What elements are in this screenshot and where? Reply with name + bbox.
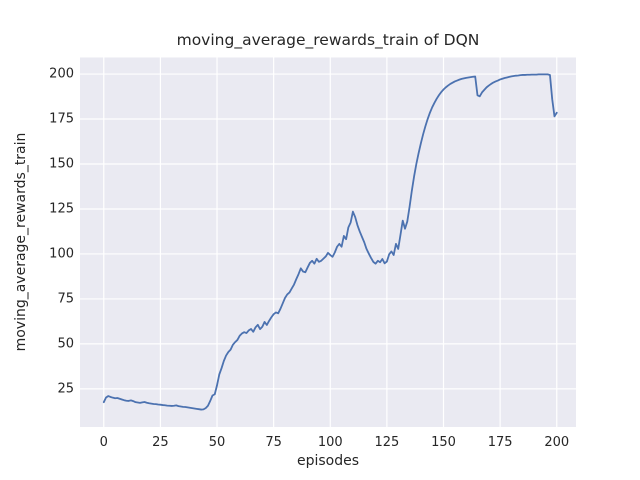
y-tick-label: 150 [49,156,74,172]
x-tick-label: 200 [544,435,570,450]
x-tick-label: 100 [317,435,343,450]
y-tick-label: 175 [49,111,74,127]
x-tick-label: 75 [265,435,282,450]
y-tick-label: 25 [57,381,74,397]
y-tick-label: 75 [57,291,74,307]
y-tick-label: 50 [57,336,74,352]
y-tick-label: 125 [49,201,74,217]
x-tick-label: 150 [431,435,456,450]
chart-title: moving_average_rewards_train of DQN [176,31,480,49]
y-tick-label: 100 [49,246,74,262]
x-tick-label: 125 [374,435,400,450]
dqn-reward-line-series [102,73,558,411]
x-tick-label: 0 [99,435,108,450]
x-tick-label: 50 [208,435,226,450]
x-axis-label: episodes [296,453,360,469]
x-tick-label: 25 [152,435,169,450]
y-axis-label: moving_average_rewards_train [13,132,29,352]
x-tick-label: 175 [487,435,513,450]
y-tick-label: 200 [49,66,74,82]
plot-area [80,57,576,427]
